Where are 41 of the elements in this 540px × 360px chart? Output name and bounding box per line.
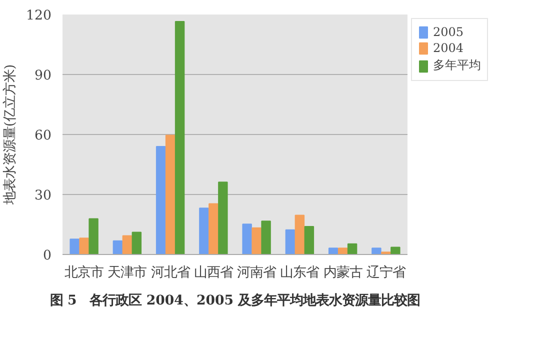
x-tick-label: 内蒙古 bbox=[323, 266, 362, 280]
x-tick-label: 北京市 bbox=[64, 266, 104, 280]
x-tick-label: 河南省 bbox=[237, 266, 276, 280]
bar bbox=[122, 235, 132, 254]
bar bbox=[294, 214, 305, 254]
x-tick-label: 天津市 bbox=[108, 266, 147, 280]
bar bbox=[88, 218, 98, 254]
legend-label: 多年平均 bbox=[433, 57, 481, 74]
bar bbox=[242, 224, 252, 254]
y-tick-label: 120 bbox=[26, 8, 52, 24]
bar bbox=[70, 238, 80, 254]
bar bbox=[372, 248, 382, 254]
bar bbox=[338, 248, 348, 254]
bar bbox=[347, 243, 358, 254]
bar bbox=[252, 227, 262, 254]
y-tick-label: 0 bbox=[43, 248, 52, 264]
y-tick-label: 30 bbox=[34, 188, 52, 204]
y-tick-label: 60 bbox=[34, 128, 52, 144]
bar bbox=[132, 232, 142, 254]
bar bbox=[112, 240, 123, 254]
bar bbox=[199, 208, 209, 254]
x-tick-label: 山东省 bbox=[280, 266, 320, 280]
bar bbox=[218, 182, 228, 254]
x-tick-label: 河北省 bbox=[150, 266, 190, 280]
bar bbox=[165, 134, 176, 254]
bar bbox=[174, 21, 185, 254]
y-tick-label: 90 bbox=[34, 68, 52, 84]
bar bbox=[390, 246, 400, 254]
y-axis-title: 地表水资源量(亿立方米) bbox=[2, 64, 18, 206]
x-tick-label: 山西省 bbox=[194, 266, 233, 280]
legend-label: 2004 bbox=[433, 41, 464, 55]
bar bbox=[261, 220, 271, 254]
caption: 图 5 各行政区 2004、2005 及多年平均地表水资源量比较图 bbox=[50, 292, 420, 308]
bar bbox=[208, 203, 218, 254]
bar bbox=[304, 226, 314, 254]
bar bbox=[156, 146, 166, 254]
bar bbox=[285, 229, 296, 254]
legend-label: 2005 bbox=[433, 25, 464, 39]
bar bbox=[79, 238, 89, 254]
bar bbox=[328, 248, 338, 254]
x-tick-label: 辽宁省 bbox=[366, 264, 406, 280]
